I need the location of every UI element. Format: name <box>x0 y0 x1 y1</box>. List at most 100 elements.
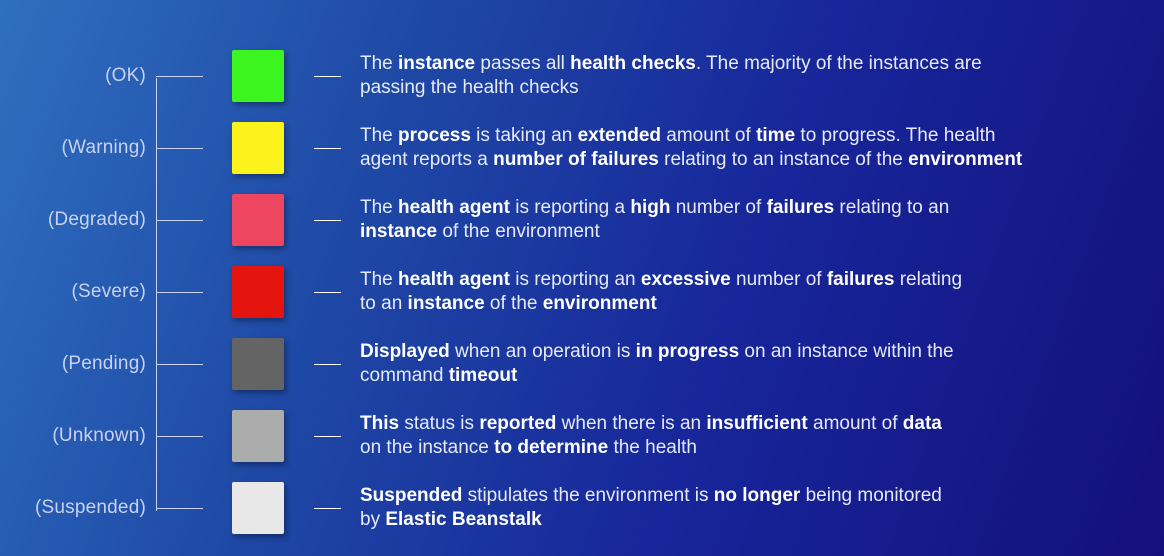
description-text: being monitored <box>800 485 942 506</box>
description-text: is reporting a <box>509 197 631 218</box>
description-text: passes all <box>475 53 571 74</box>
status-row: (Pending) Displayed when an operation is … <box>0 336 1164 392</box>
connector-dash <box>314 292 341 293</box>
tree-branch <box>156 148 203 149</box>
description-text: number of <box>730 269 827 290</box>
emphasis-text: high <box>630 197 671 218</box>
description-line: The health agent is reporting an excessi… <box>360 268 1140 292</box>
description-text: amount of <box>661 125 757 146</box>
tree-branch <box>156 364 203 365</box>
emphasis-text: instance <box>398 53 476 74</box>
description-text: on an instance within the <box>739 341 954 362</box>
status-row: (Severe) The health agent is reporting an… <box>0 264 1164 320</box>
status-color-swatch <box>232 410 284 462</box>
description-text: number of <box>670 197 767 218</box>
description-line: The health agent is reporting a high num… <box>360 196 1140 220</box>
connector-dash <box>314 364 341 365</box>
description-text: command <box>360 365 449 386</box>
status-row: (Unknown) This status is reported when th… <box>0 408 1164 464</box>
description-text: when an operation is <box>449 341 636 362</box>
emphasis-text: environment <box>908 149 1023 170</box>
description-line: This status is reported when there is an… <box>360 412 1140 436</box>
description-line: to an instance of the environment <box>360 292 1140 316</box>
status-label: (Degraded) <box>47 209 146 230</box>
emphasis-text: failures <box>766 197 835 218</box>
tree-branch <box>156 436 203 437</box>
tree-branch <box>156 220 203 221</box>
status-color-swatch <box>232 194 284 246</box>
description-line: The instance passes all health checks. T… <box>360 52 1140 76</box>
legend-tree-spine <box>156 78 157 511</box>
emphasis-text: data <box>902 413 942 434</box>
tree-branch <box>156 508 203 509</box>
status-color-swatch <box>232 266 284 318</box>
description-text: passing the health checks <box>360 77 579 98</box>
status-description: The health agent is reporting a high num… <box>360 196 1140 244</box>
description-text: relating <box>894 269 963 290</box>
description-text: relating to an <box>834 197 950 218</box>
description-text: is reporting an <box>509 269 641 290</box>
description-text: stipulates the environment is <box>462 485 714 506</box>
status-description: The process is taking an extended amount… <box>360 124 1140 172</box>
emphasis-text: instance <box>360 221 438 242</box>
description-line: agent reports a number of failures relat… <box>360 148 1140 172</box>
description-text: The <box>360 125 399 146</box>
description-line: by Elastic Beanstalk <box>360 508 1140 532</box>
emphasis-text: extended <box>577 125 661 146</box>
status-color-swatch <box>232 338 284 390</box>
description-text: is taking an <box>470 125 578 146</box>
description-text: of the <box>484 293 543 314</box>
emphasis-text: Suspended <box>360 485 463 506</box>
description-line: Suspended stipulates the environment is … <box>360 484 1140 508</box>
description-line: command timeout <box>360 364 1140 388</box>
connector-dash <box>314 508 341 509</box>
description-line: Displayed when an operation is in progre… <box>360 340 1140 364</box>
status-label: (Suspended) <box>35 497 146 518</box>
tree-branch <box>156 292 203 293</box>
status-label: (Unknown) <box>52 425 146 446</box>
status-description: The health agent is reporting an excessi… <box>360 268 1140 316</box>
description-text: by <box>360 509 386 530</box>
status-color-swatch <box>232 50 284 102</box>
connector-dash <box>314 220 341 221</box>
status-row: (OK) The instance passes all health check… <box>0 48 1164 104</box>
description-text: the health <box>608 437 697 458</box>
emphasis-text: health checks <box>570 53 696 74</box>
emphasis-text: time <box>756 125 796 146</box>
emphasis-text: to determine <box>494 437 609 458</box>
description-line: on the instance to determine the health <box>360 436 1140 460</box>
emphasis-text: insufficient <box>706 413 808 434</box>
emphasis-text: timeout <box>448 365 518 386</box>
emphasis-text: health agent <box>398 269 510 290</box>
description-text: of the environment <box>437 221 600 242</box>
connector-dash <box>314 148 341 149</box>
emphasis-text: health agent <box>398 197 510 218</box>
status-color-swatch <box>232 482 284 534</box>
emphasis-text: reported <box>479 413 557 434</box>
status-description: Displayed when an operation is in progre… <box>360 340 1140 388</box>
description-text: to progress. The health <box>795 125 996 146</box>
emphasis-text: This <box>360 413 400 434</box>
status-row: (Degraded) The health agent is reporting … <box>0 192 1164 248</box>
status-description: Suspended stipulates the environment is … <box>360 484 1140 532</box>
description-text: amount of <box>807 413 903 434</box>
emphasis-text: process <box>398 125 471 146</box>
status-label: (Severe) <box>71 281 146 302</box>
tree-branch <box>156 76 203 77</box>
description-text: relating to an instance of the <box>658 149 909 170</box>
description-text: The <box>360 197 399 218</box>
emphasis-text: failures <box>826 269 895 290</box>
status-description: This status is reported when there is an… <box>360 412 1140 460</box>
emphasis-text: environment <box>542 293 657 314</box>
emphasis-text: Elastic Beanstalk <box>385 509 542 530</box>
description-text: to an <box>360 293 408 314</box>
status-label: (OK) <box>105 65 146 86</box>
description-line: instance of the environment <box>360 220 1140 244</box>
description-text: . The majority of the instances are <box>695 53 982 74</box>
emphasis-text: instance <box>407 293 485 314</box>
connector-dash <box>314 436 341 437</box>
description-text: status is <box>399 413 480 434</box>
emphasis-text: number of failures <box>493 149 659 170</box>
status-color-swatch <box>232 122 284 174</box>
description-text: The <box>360 269 399 290</box>
